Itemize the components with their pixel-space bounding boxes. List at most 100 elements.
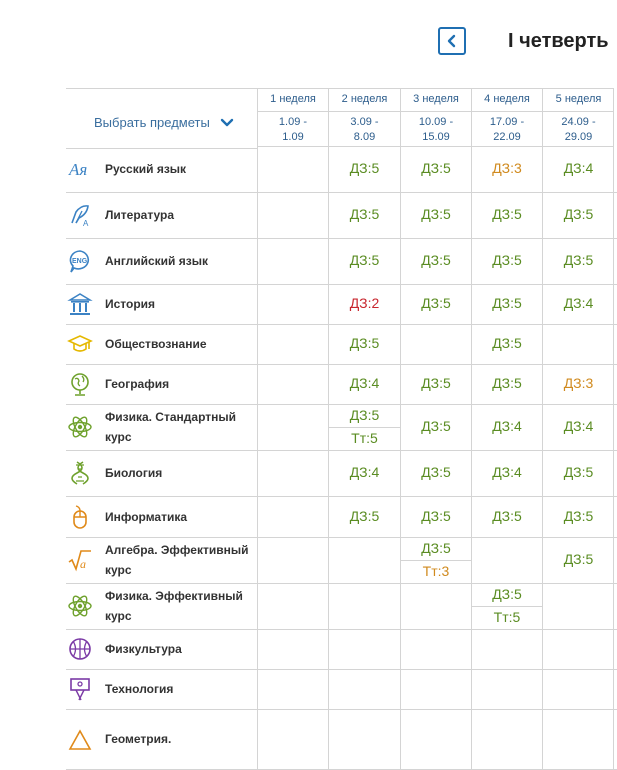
grade-mark[interactable]: ДЗ:3 [492, 160, 522, 176]
grade-cell [471, 710, 542, 769]
subject-cell[interactable]: a Алгебра. Эффективный курс [66, 538, 257, 583]
subject-cell[interactable]: Обществознание [66, 325, 257, 364]
grade-mark[interactable]: ДЗ:5 [492, 507, 522, 524]
grade-mark[interactable]: ДЗ:4 [349, 375, 380, 391]
grade-mark[interactable]: ДЗ:5 [421, 206, 451, 222]
grade-cell: ДЗ:5 [400, 405, 471, 450]
subjects-select-dropdown[interactable]: Выбрать предметы [94, 115, 234, 130]
grade-cell: ДЗ:4 [542, 405, 614, 450]
subject-cell[interactable]: Информатика [66, 497, 257, 537]
grade-mark[interactable]: ДЗ:5 [421, 375, 451, 391]
subject-cell[interactable]: Физика. Стандартный курс [66, 405, 257, 450]
week-name: 2 неделя [329, 89, 400, 112]
week-name: 4 неделя [472, 89, 542, 112]
subject-name-line: Русский язык [105, 162, 187, 176]
subject-name: Литература [105, 205, 255, 225]
week-dates: 3.09 - 8.09 [329, 112, 400, 145]
grade-mark[interactable]: ДЗ:2 [349, 295, 380, 311]
grade-cell: ДЗ:5 [542, 497, 614, 537]
grid-right-border [613, 88, 614, 147]
subject-cell[interactable]: Геометрия. [66, 710, 257, 769]
grade-mark[interactable]: ДЗ:5 [349, 252, 380, 268]
grade-mark[interactable]: ДЗ:4 [563, 160, 594, 176]
grade-mark[interactable]: ДЗ:5 [563, 551, 594, 567]
grade-mark[interactable]: ДЗ:5 [563, 507, 594, 524]
grid-right-border [613, 147, 614, 192]
subject-name-line: Литература [105, 208, 175, 222]
subject-name-line: Геометрия. [105, 732, 172, 746]
grade-cell [257, 451, 328, 496]
grade-mark[interactable]: ДЗ:5 [492, 206, 522, 222]
biology-icon [66, 459, 94, 487]
subject-cell[interactable]: Технология [66, 670, 257, 709]
grade-mark[interactable]: ДЗ:4 [492, 464, 522, 480]
grade-mark[interactable]: ДЗ:5 [563, 464, 594, 480]
grade-cell: ДЗ:5 [471, 239, 542, 284]
subject-cell[interactable]: Физика. Эффективный курс [66, 584, 257, 629]
grade-mark[interactable]: ДЗ:4 [349, 464, 380, 480]
grade-mark[interactable]: ДЗ:4 [492, 418, 522, 434]
literature-icon: A [66, 201, 94, 229]
grid-right-border [613, 451, 614, 496]
subject-cell[interactable]: A Литература [66, 193, 257, 238]
subject-name-line: История [105, 297, 156, 311]
grade-mark[interactable]: ДЗ:5 [421, 160, 451, 176]
grade-mark[interactable]: ДЗ:5 [349, 407, 380, 423]
grade-cell [328, 710, 400, 769]
grade-cell [257, 584, 328, 629]
subject-cell[interactable]: Aя Русский язык [66, 147, 257, 192]
russian-language-icon: Aя [66, 155, 94, 183]
subject-row: Геометрия. [66, 710, 617, 770]
grade-cell: ДЗ:5 [400, 497, 471, 537]
grade-mark[interactable]: ДЗ:5 [492, 375, 522, 391]
grade-mark[interactable]: ДЗ:5 [349, 160, 380, 176]
grade-cell [257, 405, 328, 450]
grade-mark[interactable]: ДЗ:5 [492, 252, 522, 268]
grade-cell: ДЗ:4 [328, 451, 400, 496]
previous-quarter-button[interactable] [438, 27, 466, 55]
grade-cell: ДЗ:5 [542, 538, 614, 583]
subject-name-line: Обществознание [105, 337, 207, 351]
grade-mark[interactable]: ДЗ:5 [349, 206, 380, 222]
subject-row: Физика. Стандартный курс ДЗ:5 Тт:5 ДЗ:5 ДЗ:4 Д… [66, 405, 617, 451]
grade-mark[interactable]: Тт:5 [351, 430, 378, 446]
history-icon [66, 290, 94, 318]
grade-mark[interactable]: ДЗ:3 [563, 375, 594, 391]
grid-right-border [613, 538, 614, 583]
subject-cell[interactable]: Физкультура [66, 630, 257, 669]
subject-cell[interactable]: Биология [66, 451, 257, 496]
header-left-cell: Выбрать предметы [66, 88, 257, 149]
grade-mark[interactable]: ДЗ:5 [421, 507, 451, 524]
grade-mark[interactable]: ДЗ:5 [349, 507, 380, 524]
subject-row: Физкультура [66, 630, 617, 670]
week-dates-end: 1.09 [282, 131, 304, 143]
grade-mark[interactable]: ДЗ:5 [421, 418, 451, 434]
svg-text:a: a [80, 557, 86, 571]
grade-cell: ДЗ:5 [328, 325, 400, 364]
grade-cell: ДЗ:5 [328, 239, 400, 284]
subject-cell[interactable]: География [66, 365, 257, 404]
grade-mark[interactable]: ДЗ:4 [563, 418, 594, 434]
grade-mark[interactable]: ДЗ:5 [492, 295, 522, 311]
grade-cell [257, 365, 328, 404]
grade-mark[interactable]: ДЗ:5 [421, 464, 451, 480]
grade-mark[interactable]: Тт:3 [422, 563, 450, 579]
grade-mark[interactable]: ДЗ:4 [563, 295, 594, 311]
grade-mark[interactable]: ДЗ:5 [349, 335, 380, 351]
subject-cell[interactable]: История [66, 285, 257, 324]
grade-mark[interactable]: ДЗ:5 [421, 295, 451, 311]
subject-name: Физика. Эффективный курс [105, 586, 255, 626]
week-dates: 1.09 - 1.09 [258, 112, 328, 145]
grade-mark[interactable]: ДЗ:5 [421, 540, 451, 556]
grade-mark[interactable]: ДЗ:5 [563, 252, 594, 268]
grade-cell: ДЗ:3 [542, 365, 614, 404]
grade-mark[interactable]: ДЗ:5 [492, 335, 522, 351]
grade-mark[interactable]: ДЗ:5 [492, 586, 522, 602]
subject-row: География ДЗ:4 ДЗ:5 ДЗ:5 ДЗ:3 [66, 365, 617, 405]
subject-cell[interactable]: ENG Английский язык [66, 239, 257, 284]
grade-mark[interactable]: ДЗ:5 [563, 206, 594, 222]
grade-cell: ДЗ:5 [328, 497, 400, 537]
grade-cell [542, 670, 614, 709]
grade-mark[interactable]: Тт:5 [493, 609, 521, 625]
grade-mark[interactable]: ДЗ:5 [421, 252, 451, 268]
